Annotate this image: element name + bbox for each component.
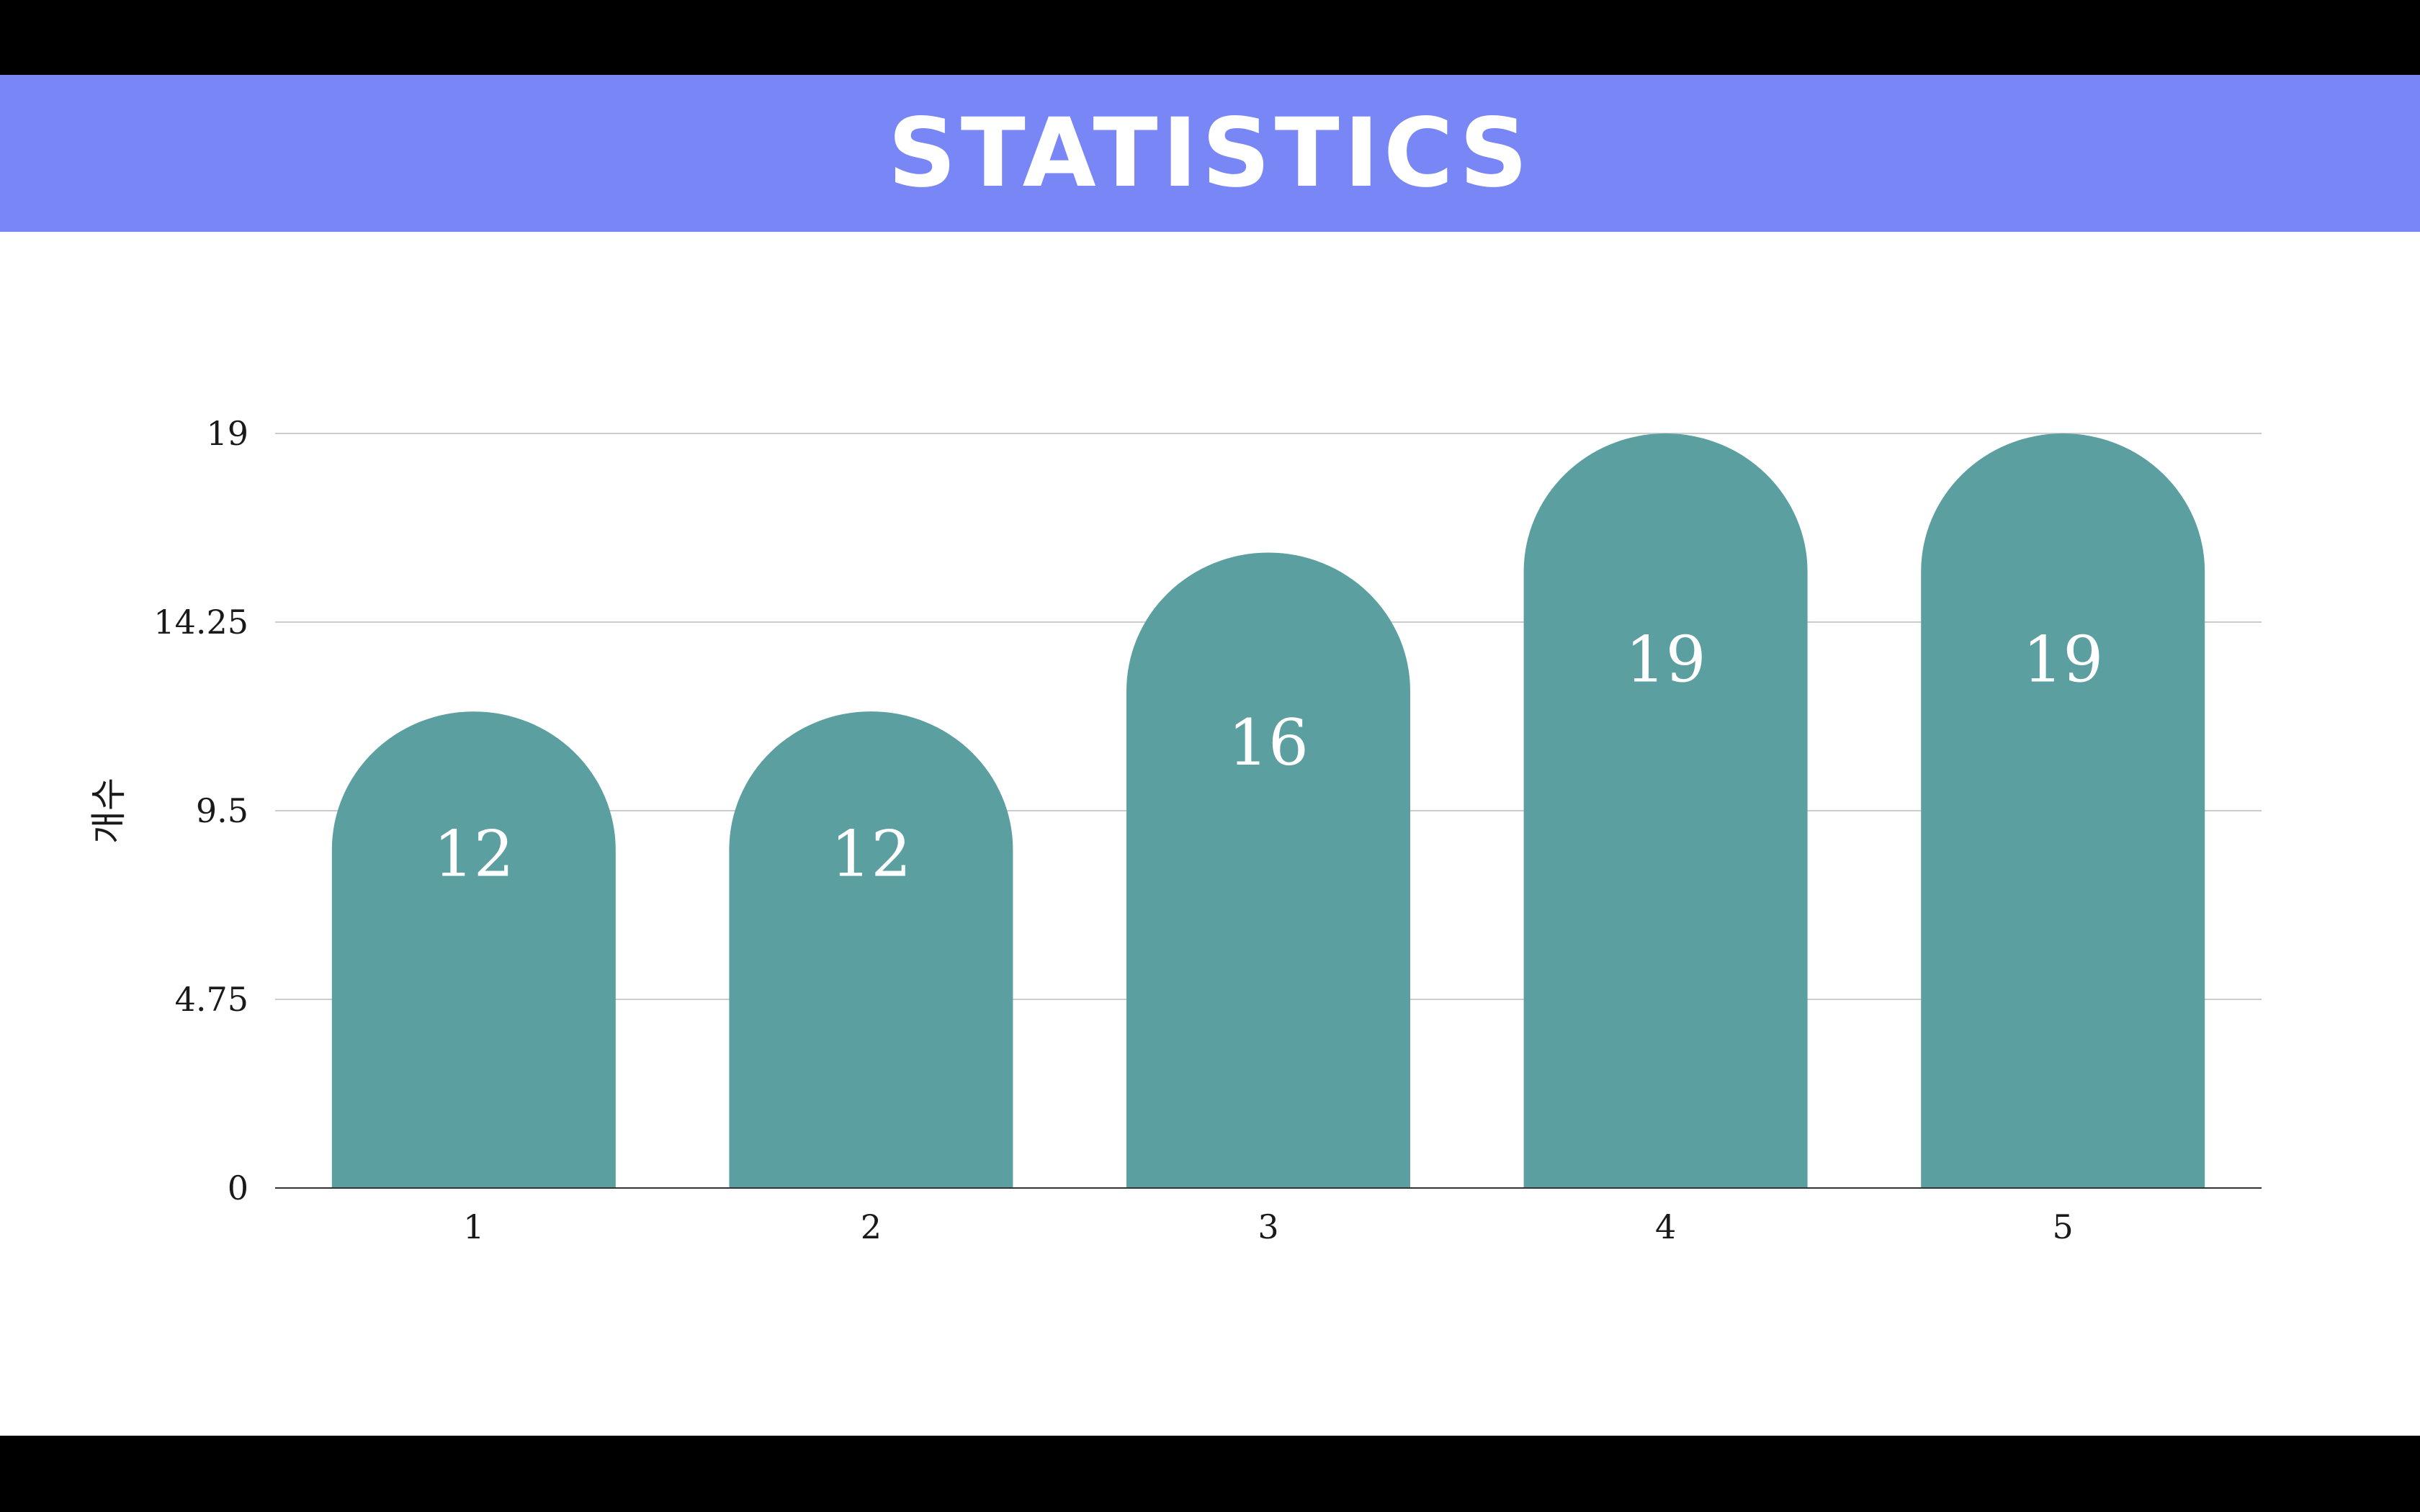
bar-data-label: 12 xyxy=(434,817,514,891)
x-tick-label: 3 xyxy=(1258,1207,1278,1246)
y-tick-label: 0 xyxy=(228,1169,248,1207)
bar-data-label: 19 xyxy=(2022,622,2103,696)
bar-data-label: 16 xyxy=(1228,706,1309,780)
bar xyxy=(729,711,1013,1188)
x-tick-label: 1 xyxy=(463,1207,484,1246)
bar-data-label: 19 xyxy=(1626,622,1706,696)
letterbox-bottom xyxy=(0,1436,2420,1512)
x-axis-ticks: 1 2 3 4 5 xyxy=(463,1207,2074,1246)
x-tick-label: 5 xyxy=(2053,1207,2074,1246)
y-tick-label: 19 xyxy=(206,414,248,453)
y-tick-label: 9.5 xyxy=(196,791,248,830)
header-band: STATISTICS xyxy=(0,75,2420,232)
y-tick-label: 14.25 xyxy=(153,603,248,642)
y-axis-ticks: 0 4.75 9.5 14.25 19 xyxy=(153,414,248,1207)
y-axis-label: 개수 xyxy=(88,778,130,844)
x-tick-label: 2 xyxy=(861,1207,882,1246)
bar xyxy=(1523,433,1808,1188)
header-title: STATISTICS xyxy=(887,98,1533,209)
bars: 12 12 16 19 19 xyxy=(331,433,2205,1188)
bar-data-label: 12 xyxy=(830,817,911,891)
bar xyxy=(331,711,616,1188)
y-tick-label: 4.75 xyxy=(175,980,248,1019)
bar xyxy=(1126,552,1410,1188)
x-tick-label: 4 xyxy=(1655,1207,1676,1246)
bar xyxy=(1921,433,2205,1188)
letterbox-top xyxy=(0,0,2420,75)
